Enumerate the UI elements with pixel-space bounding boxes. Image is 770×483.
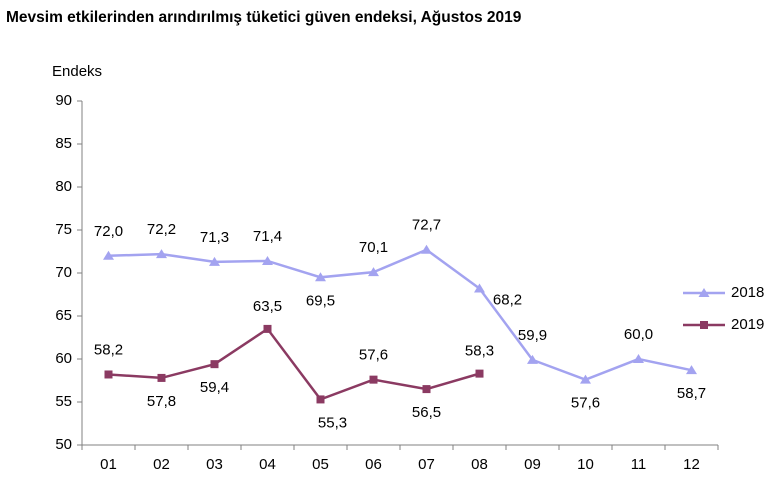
data-label: 71,4 (253, 228, 282, 245)
x-tick-label: 02 (153, 456, 170, 473)
data-label: 60,0 (624, 326, 653, 343)
x-tick-label: 10 (577, 456, 594, 473)
x-tick-label: 09 (524, 456, 541, 473)
marker (368, 267, 379, 277)
marker (156, 249, 167, 259)
marker (633, 354, 644, 363)
marker (104, 370, 113, 379)
legend-label: 2018 (731, 284, 764, 301)
data-label: 57,8 (147, 393, 176, 410)
marker (103, 250, 114, 260)
x-tick-label: 11 (631, 456, 647, 473)
marker (421, 244, 432, 254)
marker (475, 369, 484, 378)
marker (369, 375, 378, 384)
marker (262, 255, 273, 265)
data-label: 69,5 (306, 292, 335, 309)
x-tick-label: 03 (206, 456, 223, 473)
marker (157, 373, 166, 382)
data-label: 56,5 (412, 404, 441, 421)
marker (686, 365, 697, 375)
data-label: 59,9 (518, 327, 547, 344)
legend-label: 2019 (731, 316, 764, 333)
data-label: 68,2 (493, 291, 522, 308)
x-tick-label: 01 (100, 456, 117, 473)
marker (316, 395, 325, 404)
y-tick-label: 90 (55, 92, 72, 109)
marker (474, 283, 485, 293)
x-tick-label: 05 (312, 456, 329, 473)
marker (422, 385, 431, 394)
y-tick-label: 50 (55, 436, 72, 453)
marker (263, 324, 272, 333)
x-tick-label: 06 (365, 456, 382, 473)
data-label: 58,3 (465, 343, 494, 360)
y-tick-label: 55 (55, 393, 72, 410)
data-label: 59,4 (200, 379, 229, 396)
y-tick-label: 65 (55, 307, 72, 324)
x-tick-label: 12 (683, 456, 700, 473)
marker (315, 272, 326, 282)
data-label: 72,0 (94, 223, 123, 240)
data-label: 70,1 (359, 239, 388, 256)
data-label: 71,3 (200, 229, 229, 246)
series-line (108, 327, 480, 401)
data-label: 58,7 (677, 385, 706, 402)
data-label: 58,2 (94, 341, 123, 358)
marker (580, 374, 591, 384)
marker (210, 360, 219, 369)
marker (209, 256, 220, 266)
marker (527, 354, 538, 364)
y-tick-label: 85 (55, 135, 72, 152)
data-label: 57,6 (359, 347, 388, 364)
data-label: 57,6 (571, 395, 600, 412)
x-tick-label: 07 (418, 456, 435, 473)
chart-title: Mevsim etkilerinden arındırılmış tüketic… (6, 9, 522, 26)
data-label: 72,2 (147, 221, 176, 238)
x-tick-label: 04 (259, 456, 276, 473)
y-tick-label: 70 (55, 264, 72, 281)
y-axis-label: Endeks (52, 63, 102, 80)
data-label: 55,3 (318, 414, 347, 431)
marker (698, 288, 710, 297)
y-tick-label: 80 (55, 178, 72, 195)
y-tick-label: 60 (55, 350, 72, 367)
marker (700, 321, 708, 329)
y-tick-label: 75 (55, 221, 72, 238)
data-label: 63,5 (253, 298, 282, 315)
data-label: 72,7 (412, 217, 441, 234)
x-tick-label: 08 (471, 456, 488, 473)
series-line (108, 248, 692, 381)
